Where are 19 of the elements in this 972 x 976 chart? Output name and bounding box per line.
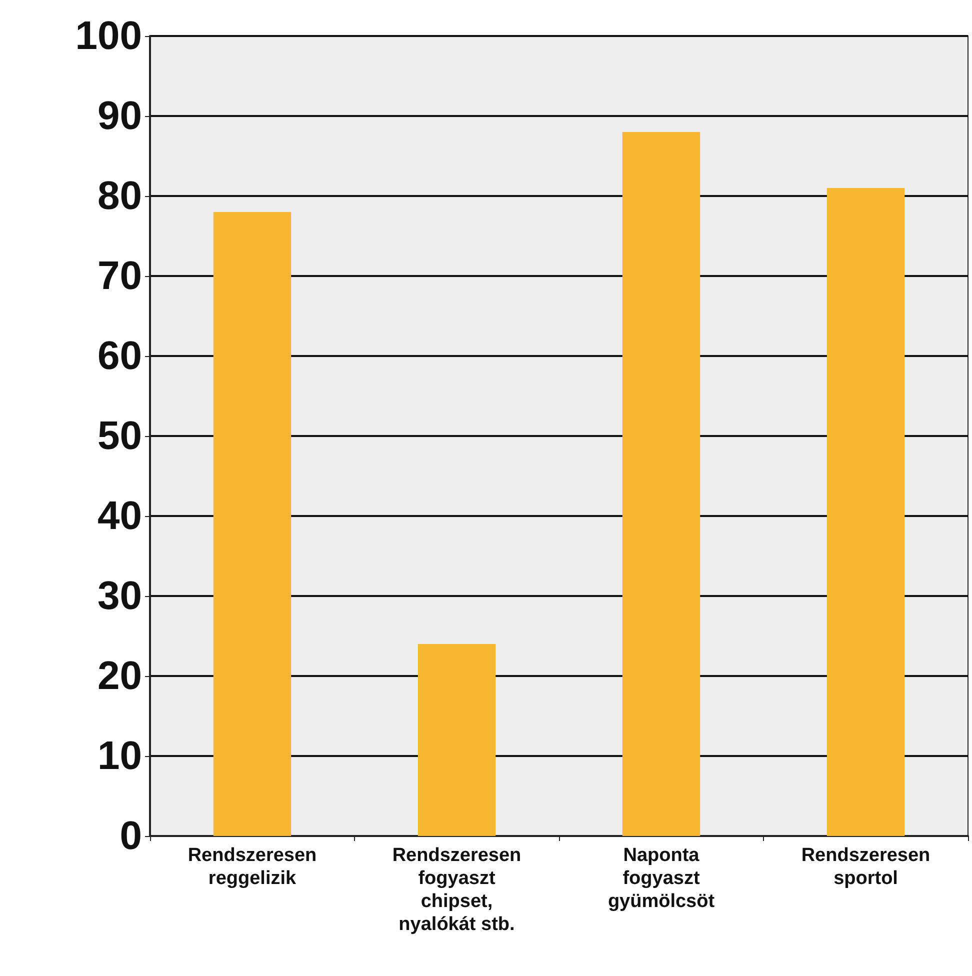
y-tick-label: 70: [98, 254, 142, 298]
x-tick-label: Rendszeresen sportol: [801, 845, 930, 889]
y-tick-label: 90: [98, 94, 142, 138]
y-tick-label: 60: [98, 334, 142, 378]
bar: [826, 188, 905, 836]
y-tick-label: 80: [98, 174, 142, 218]
y-tick-label: 30: [98, 574, 142, 618]
bar: [622, 132, 700, 836]
y-tick-label: 100: [75, 14, 142, 58]
y-tick-label: 50: [98, 414, 142, 458]
y-tick-label: 10: [98, 734, 142, 778]
bar: [213, 212, 292, 836]
x-tick-label: Rendszeresen reggelizik: [188, 845, 317, 889]
y-tick-label: 40: [98, 494, 142, 538]
bar: [418, 644, 496, 836]
x-tick-label: Rendszeresen fogyaszt chipset, nyalókát stb.: [392, 845, 522, 935]
x-tick-label: Naponta fogyaszt gyümölcsöt: [608, 845, 716, 912]
y-tick-label: 0: [120, 814, 142, 858]
y-tick-label: 20: [98, 654, 142, 698]
